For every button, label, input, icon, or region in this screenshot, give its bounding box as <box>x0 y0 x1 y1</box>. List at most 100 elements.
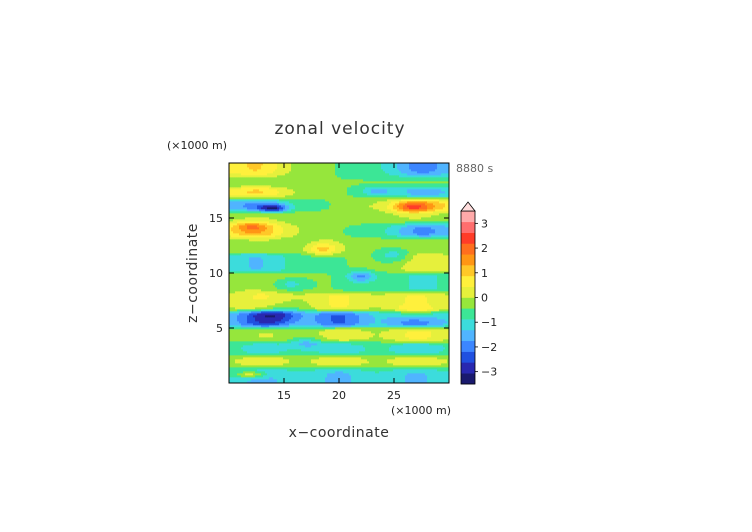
heatmap-cell <box>289 341 292 344</box>
heatmap-cell <box>367 341 370 344</box>
heatmap-cell <box>245 347 248 350</box>
heatmap-cell <box>311 299 314 302</box>
heatmap-cell <box>425 379 428 382</box>
heatmap-cell <box>329 311 332 314</box>
heatmap-cell <box>273 319 276 322</box>
heatmap-cell <box>271 303 274 306</box>
heatmap-cell <box>295 327 298 330</box>
heatmap-cell <box>421 345 424 348</box>
heatmap-cell <box>405 377 408 380</box>
heatmap-cell <box>375 365 378 368</box>
heatmap-cell <box>387 305 390 308</box>
heatmap-cell <box>257 295 260 298</box>
heatmap-cell <box>239 367 242 370</box>
heatmap-cell <box>317 349 320 352</box>
heatmap-cell <box>431 377 434 380</box>
heatmap-cell <box>417 361 420 364</box>
heatmap-cell <box>423 381 426 383</box>
heatmap-cell <box>437 297 440 300</box>
heatmap-cell <box>315 327 318 330</box>
heatmap-cell <box>325 311 328 314</box>
heatmap-cell <box>447 307 449 310</box>
heatmap-cell <box>341 327 344 330</box>
heatmap-cell <box>447 321 449 324</box>
heatmap-cell <box>369 379 372 382</box>
heatmap-cell <box>251 339 254 342</box>
heatmap-cell <box>305 361 308 364</box>
heatmap-cell <box>429 365 432 368</box>
heatmap-cell <box>273 295 276 298</box>
heatmap-cell <box>387 329 390 332</box>
heatmap-cell <box>259 299 262 302</box>
heatmap-cell <box>333 301 336 304</box>
heatmap-cell <box>307 333 310 336</box>
heatmap-cell <box>313 357 316 360</box>
heatmap-cell <box>351 357 354 360</box>
heatmap-cell <box>291 353 294 356</box>
heatmap-cell <box>249 319 252 322</box>
heatmap-cell <box>371 343 374 346</box>
heatmap-cell <box>275 341 278 344</box>
heatmap-cell <box>407 329 410 332</box>
heatmap-cell <box>235 345 238 348</box>
heatmap-cell <box>345 349 348 352</box>
heatmap-cell <box>251 319 254 322</box>
heatmap-cell <box>265 337 268 340</box>
heatmap-cell <box>257 357 260 360</box>
heatmap-cell <box>341 295 344 298</box>
heatmap-cell <box>423 309 426 312</box>
heatmap-cell <box>259 333 262 336</box>
heatmap-cell <box>423 301 426 304</box>
heatmap-cell <box>347 311 350 314</box>
heatmap-cell <box>385 323 388 326</box>
heatmap-cell <box>245 295 248 298</box>
heatmap-cell <box>303 325 306 328</box>
heatmap-cell <box>305 371 308 374</box>
heatmap-cell <box>443 379 446 382</box>
heatmap-cell <box>387 319 390 322</box>
heatmap-cell <box>231 317 234 320</box>
heatmap-cell <box>379 331 382 334</box>
heatmap-cell <box>445 345 448 348</box>
heatmap-cell <box>309 301 312 304</box>
heatmap-cell <box>247 301 250 304</box>
heatmap-cell <box>329 361 332 364</box>
heatmap-cell <box>285 363 288 366</box>
heatmap-cell <box>427 351 430 354</box>
heatmap-cell <box>395 321 398 324</box>
heatmap-cell <box>315 299 318 302</box>
heatmap-cell <box>443 363 446 366</box>
heatmap-cell <box>307 317 310 320</box>
heatmap-cell <box>353 301 356 304</box>
heatmap-cell <box>323 369 326 372</box>
heatmap-cell <box>255 299 258 302</box>
heatmap-cell <box>255 323 258 326</box>
heatmap-cell <box>377 319 380 322</box>
heatmap-cell <box>287 343 290 346</box>
heatmap-cell <box>363 301 366 304</box>
heatmap-cell <box>249 361 252 364</box>
heatmap-cell <box>271 319 274 322</box>
heatmap-cell <box>415 359 418 362</box>
heatmap-cell <box>311 339 314 342</box>
heatmap-cell <box>353 325 356 328</box>
heatmap-cell <box>393 337 396 340</box>
heatmap-cell <box>419 323 422 326</box>
heatmap-cell <box>273 357 276 360</box>
heatmap-cell <box>237 311 240 314</box>
heatmap-cell <box>417 299 420 302</box>
heatmap-cell <box>423 327 426 330</box>
heatmap-cell <box>313 349 316 352</box>
heatmap-cell <box>435 373 438 376</box>
heatmap-cell <box>231 301 234 304</box>
heatmap-cell <box>321 345 324 348</box>
heatmap-cell <box>311 317 314 320</box>
heatmap-cell <box>253 341 256 344</box>
heatmap-cell <box>335 351 338 354</box>
heatmap-cell <box>283 291 286 294</box>
heatmap-cell <box>381 375 384 378</box>
heatmap-cell <box>263 315 266 318</box>
heatmap-cell <box>301 375 304 378</box>
heatmap-cell <box>279 351 282 354</box>
heatmap-cell <box>395 317 398 320</box>
